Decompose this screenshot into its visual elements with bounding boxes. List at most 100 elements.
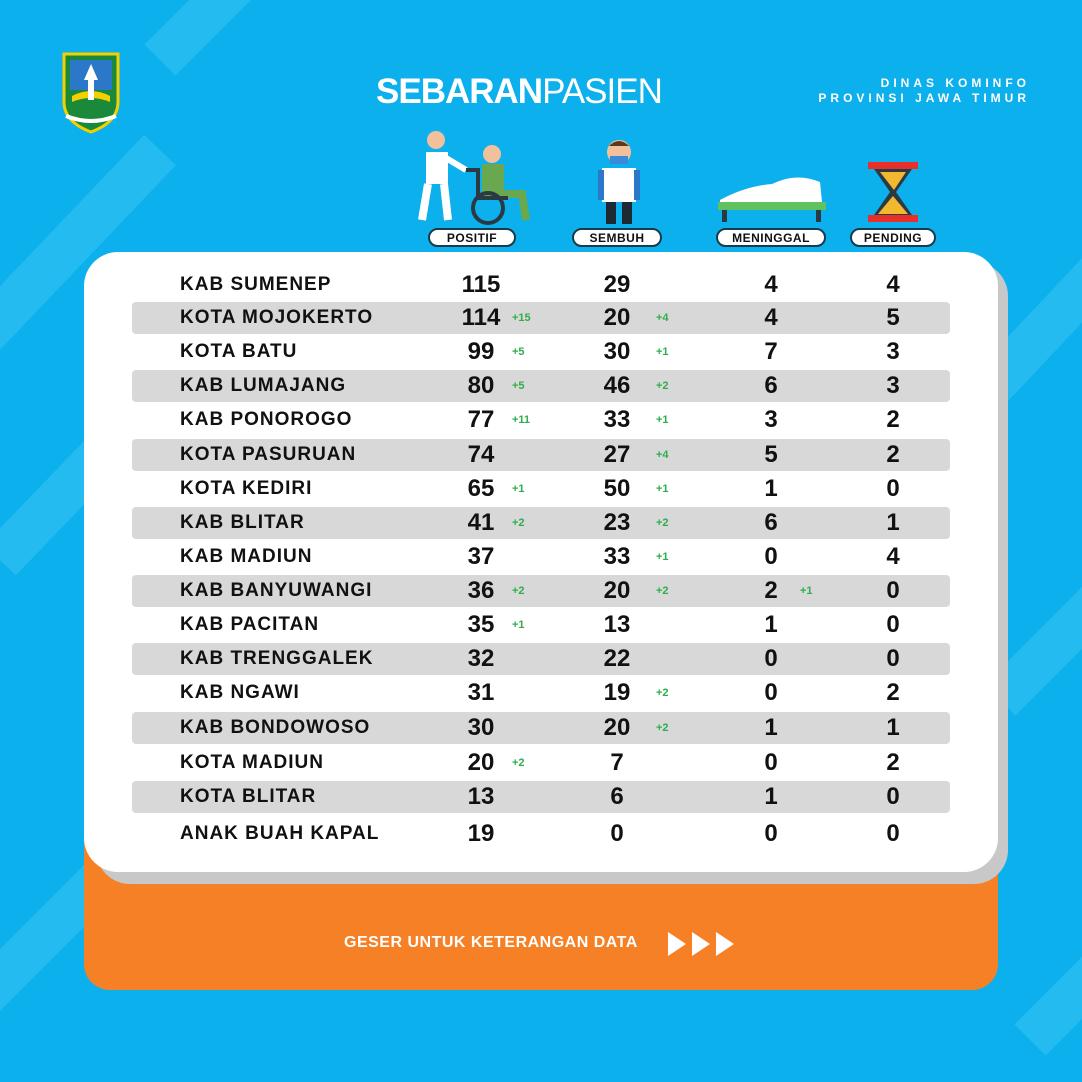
- sembuh-value: 29: [603, 271, 631, 298]
- meninggal-value: 2: [764, 577, 778, 604]
- pending-value: 2: [886, 749, 900, 776]
- positif-value: 99: [467, 338, 495, 365]
- recovered-person-icon: [598, 140, 640, 224]
- region-name: KOTA MADIUN: [180, 752, 324, 773]
- meninggal-value: 1: [764, 783, 778, 810]
- sembuh-value: 20: [603, 304, 631, 331]
- agency-line-1: DINAS KOMINFO: [880, 76, 1030, 90]
- sembuh-value: 13: [603, 611, 631, 638]
- triple-arrow-icon[interactable]: [666, 930, 738, 958]
- region-name: KOTA BLITAR: [180, 786, 317, 807]
- sembuh-value: 20: [603, 577, 631, 604]
- meninggal-value: 4: [764, 304, 778, 331]
- sembuh-value: 22: [603, 645, 631, 672]
- positif-value: 77: [467, 406, 495, 433]
- table-row: KAB LUMAJANG 80 +5 46 +2 6 3: [132, 370, 950, 402]
- positif-value: 35: [467, 611, 495, 638]
- sembuh-delta: +1: [656, 346, 669, 358]
- sembuh-value: 6: [610, 783, 624, 810]
- positif-value: 20: [467, 749, 495, 776]
- wheelchair-patient-icon: [418, 131, 530, 225]
- pending-value: 2: [886, 679, 900, 706]
- meninggal-value: 4: [764, 271, 778, 298]
- province-emblem-icon: [62, 52, 120, 134]
- table-row: KAB SUMENEP 115 29 4 4: [132, 269, 950, 301]
- pending-value: 4: [886, 271, 900, 298]
- region-name: KAB NGAWI: [180, 682, 300, 703]
- covered-bed-icon: [718, 177, 826, 222]
- positif-value: 41: [467, 509, 495, 536]
- column-header-pending: PENDING: [850, 228, 936, 247]
- meninggal-value: 7: [764, 338, 778, 365]
- swipe-hint: GESER UNTUK KETERANGAN DATA: [344, 934, 638, 951]
- pending-value: 1: [886, 509, 900, 536]
- region-name: KAB PONOROGO: [180, 409, 353, 430]
- region-name: KAB TRENGGALEK: [180, 648, 374, 669]
- table-row: KOTA MOJOKERTO 114 +15 20 +4 4 5: [132, 302, 950, 334]
- positif-value: 19: [467, 820, 495, 847]
- sembuh-value: 46: [603, 372, 631, 399]
- sembuh-delta: +2: [656, 517, 669, 529]
- table-row: KAB BONDOWOSO 30 20 +2 1 1: [132, 712, 950, 744]
- meninggal-value: 6: [764, 509, 778, 536]
- table-row: KOTA BLITAR 13 6 1 0: [132, 781, 950, 813]
- pending-value: 4: [886, 543, 900, 570]
- data-table: KAB SUMENEP 115 29 4 4 KOTA MOJOKERTO 11…: [84, 252, 998, 872]
- positif-delta: +2: [512, 757, 525, 769]
- sembuh-delta: +2: [656, 380, 669, 392]
- title-bold: SEBARAN: [376, 72, 543, 111]
- meninggal-value: 6: [764, 372, 778, 399]
- meninggal-value: 0: [764, 645, 778, 672]
- pending-value: 0: [886, 475, 900, 502]
- pending-value: 2: [886, 441, 900, 468]
- table-row: KOTA MADIUN 20 +2 7 0 2: [132, 747, 950, 779]
- pending-value: 3: [886, 338, 900, 365]
- meninggal-value: 0: [764, 820, 778, 847]
- positif-delta: +11: [512, 414, 531, 426]
- region-name: KAB LUMAJANG: [180, 375, 347, 396]
- positif-delta: +15: [512, 312, 531, 324]
- sembuh-value: 20: [603, 714, 631, 741]
- agency-label: DINAS KOMINFO PROVINSI JAWA TIMUR: [818, 76, 1030, 106]
- sembuh-delta: +4: [656, 449, 669, 461]
- positif-delta: +1: [512, 619, 525, 631]
- table-row: KOTA BATU 99 +5 30 +1 7 3: [132, 336, 950, 368]
- sembuh-value: 50: [603, 475, 631, 502]
- region-name: ANAK BUAH KAPAL: [180, 823, 380, 844]
- sembuh-value: 33: [603, 543, 631, 570]
- table-row: ANAK BUAH KAPAL 19 0 0 0: [132, 818, 950, 850]
- sembuh-value: 19: [603, 679, 631, 706]
- sembuh-value: 23: [603, 509, 631, 536]
- positif-value: 32: [467, 645, 495, 672]
- table-row: KAB MADIUN 37 33 +1 0 4: [132, 541, 950, 573]
- positif-value: 114: [461, 304, 501, 331]
- positif-delta: +5: [512, 346, 525, 358]
- sembuh-delta: +4: [656, 312, 669, 324]
- meninggal-value: 3: [764, 406, 778, 433]
- pending-value: 0: [886, 577, 900, 604]
- table-row: KAB NGAWI 31 19 +2 0 2: [132, 677, 950, 709]
- positif-value: 65: [467, 475, 495, 502]
- table-row: KAB BLITAR 41 +2 23 +2 6 1: [132, 507, 950, 539]
- region-name: KAB BONDOWOSO: [180, 717, 371, 738]
- region-name: KAB SUMENEP: [180, 274, 332, 295]
- table-row: KAB PACITAN 35 +1 13 1 0: [132, 609, 950, 641]
- positif-value: 13: [467, 783, 495, 810]
- pending-value: 0: [886, 611, 900, 638]
- sembuh-delta: +2: [656, 722, 669, 734]
- positif-delta: +2: [512, 517, 525, 529]
- positif-value: 74: [467, 441, 495, 468]
- meninggal-value: 1: [764, 475, 778, 502]
- meninggal-value: 0: [764, 749, 778, 776]
- positif-value: 80: [467, 372, 495, 399]
- region-name: KOTA KEDIRI: [180, 478, 313, 499]
- sembuh-delta: +1: [656, 414, 669, 426]
- pending-value: 0: [886, 820, 900, 847]
- meninggal-value: 0: [764, 543, 778, 570]
- meninggal-value: 1: [764, 611, 778, 638]
- pending-value: 0: [886, 783, 900, 810]
- pending-value: 0: [886, 645, 900, 672]
- region-name: KAB BANYUWANGI: [180, 580, 373, 601]
- positif-delta: +5: [512, 380, 525, 392]
- agency-line-2: PROVINSI JAWA TIMUR: [818, 91, 1030, 105]
